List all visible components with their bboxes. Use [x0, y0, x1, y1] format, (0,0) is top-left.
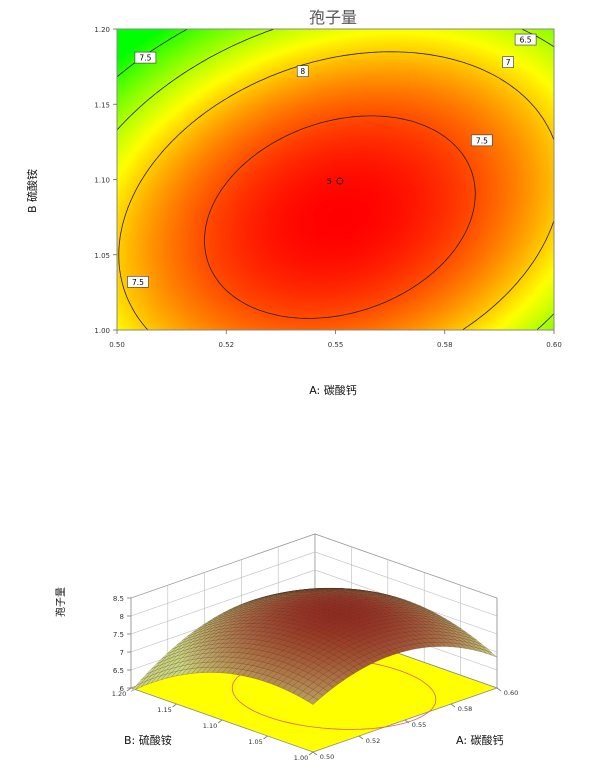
contour-level-label: 7.5 — [139, 54, 151, 63]
contour-x-tick-label: 0.60 — [546, 341, 562, 349]
surface-y-tick-mark — [264, 736, 268, 739]
contour-y-tick-label: 1.00 — [94, 327, 110, 335]
contour-title: 孢子量 — [309, 8, 357, 27]
surface-x-tick-label: 0.55 — [412, 721, 426, 729]
contour-level-label: 7.5 — [476, 136, 488, 145]
surface-z-tick-label: 7.5 — [113, 631, 124, 639]
surface-z-tick-label: 6.5 — [113, 667, 124, 675]
contour-x-axis-label: A: 碳酸钙 — [309, 383, 357, 397]
surface-x-axis-label: A: 碳酸钙 — [456, 733, 504, 747]
contour-y-ticks: 1.00 1.05 1.10 1.15 1.20 — [94, 26, 117, 335]
surface-y-axis-label: B: 硫酸铵 — [124, 733, 172, 747]
center-point-label: 5 — [327, 177, 332, 186]
surface-x-tick-mark — [497, 688, 501, 691]
surface-x-tick-mark — [451, 704, 455, 707]
contour-x-tick-label: 0.58 — [437, 341, 453, 349]
surface-x-tick-mark — [313, 752, 317, 755]
surface-y-tick-label: 1.20 — [112, 690, 126, 698]
contour-chart: 孢子量 6.5 7 7.5 8 7.5 7.5 5 0.50 0.52 0.55 0.58 0.6… — [25, 8, 562, 397]
surface-y-tick-label: 1.00 — [294, 754, 308, 762]
surface-x-tick-mark — [359, 736, 363, 739]
contour-y-tick-label: 1.15 — [94, 101, 110, 109]
surface-x-tick-label: 0.58 — [458, 705, 472, 713]
surface-y-tick-mark — [173, 704, 177, 707]
contour-level-label: 6.5 — [520, 36, 532, 45]
contour-y-tick-label: 1.05 — [94, 252, 110, 260]
surface-z-tick-label: 8.5 — [113, 595, 124, 603]
surface-y-tick-mark — [309, 752, 313, 755]
contour-y-tick-label: 1.10 — [94, 177, 110, 185]
surface-z-axis-label: 孢子量 — [55, 587, 67, 617]
surface-z-ticks: 66.577.588.5 — [113, 595, 131, 693]
surface-y-tick-label: 1.05 — [248, 738, 262, 746]
contour-x-tick-label: 0.50 — [109, 341, 125, 349]
contour-level-label: 8 — [300, 67, 305, 76]
surface-y-tick-mark — [218, 720, 222, 723]
contour-y-tick-label: 1.20 — [94, 26, 110, 34]
surface-chart: 66.577.588.5 0.500.520.550.580.60 1.001.… — [55, 534, 518, 762]
surface-x-tick-label: 0.52 — [366, 737, 380, 745]
surface-y-tick-label: 1.15 — [157, 706, 171, 714]
contour-level-label: 7 — [506, 58, 511, 67]
contour-x-ticks: 0.50 0.52 0.55 0.58 0.60 — [109, 330, 562, 349]
surface-z-tick-label: 8 — [120, 613, 124, 621]
contour-y-axis-label: B 硫酸铵 — [25, 169, 39, 213]
surface-z-tick-label: 7 — [120, 649, 124, 657]
contour-level-label: 7.5 — [132, 278, 144, 287]
surface-x-tick-label: 0.60 — [504, 689, 518, 697]
surface-x-tick-label: 0.50 — [320, 753, 334, 761]
contour-x-tick-label: 0.52 — [218, 341, 234, 349]
surface-y-tick-mark — [127, 688, 131, 691]
contour-x-tick-label: 0.55 — [328, 341, 344, 349]
surface-y-tick-label: 1.10 — [203, 722, 217, 730]
